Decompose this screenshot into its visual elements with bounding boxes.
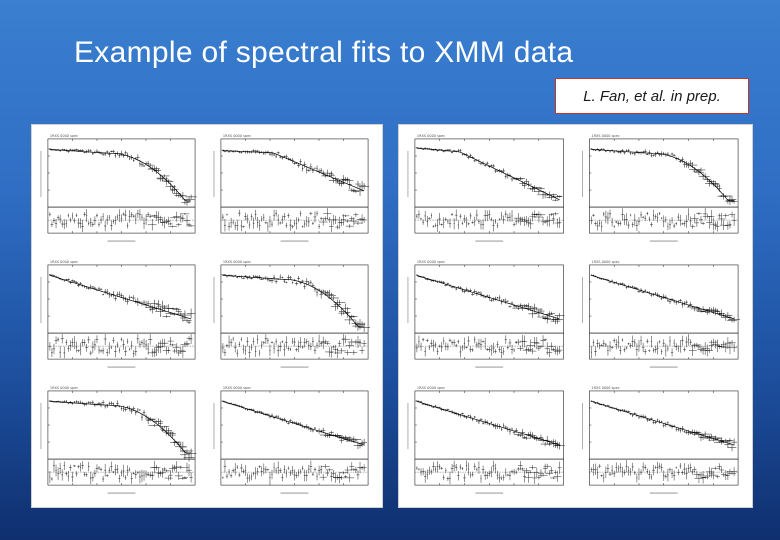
panel-label: 1RXS 0000 spec — [50, 386, 78, 390]
spectrum-frame — [220, 138, 369, 208]
spectrum-frame — [47, 264, 196, 334]
panel-label: 1RXS 0000 spec — [223, 260, 251, 264]
spectrum-panel: 1RXS 0000 spec — [582, 134, 739, 242]
panel-label: 1RXS 0000 spec — [591, 386, 619, 390]
spectrum-frame — [47, 138, 196, 208]
panel-label: 1RXS 0000 spec — [50, 134, 78, 138]
panel-label: 1RXS 0000 spec — [50, 260, 78, 264]
panel-label: 1RXS 0000 spec — [417, 386, 445, 390]
residual-frame — [414, 332, 564, 360]
left-spectra-figure: 1RXS 0000 spec 1RXS 0000 spec 1RXS 0000 sp… — [31, 124, 383, 508]
citation-box: L. Fan, et al. in prep. — [555, 78, 749, 114]
panel-label: 1RXS 0000 spec — [223, 134, 251, 138]
right-spectra-grid: 1RXS 0000 spec 1RXS 0000 spec 1RXS 0000 sp… — [407, 134, 741, 494]
panel-label: 1RXS 0000 spec — [591, 260, 619, 264]
right-spectra-figure: 1RXS 0000 spec 1RXS 0000 spec 1RXS 0000 sp… — [398, 124, 753, 508]
spectrum-panel: 1RXS 0000 spec — [213, 134, 370, 242]
spectrum-panel: 1RXS 0000 spec — [582, 386, 739, 494]
slide-title: Example of spectral fits to XMM data — [74, 36, 574, 69]
spectrum-panel: 1RXS 0000 spec — [213, 260, 371, 368]
spectrum-frame — [589, 138, 739, 208]
spectrum-panel: 1RXS 0000 spec — [582, 260, 741, 368]
spectrum-frame — [220, 390, 369, 460]
panel-label: 1RXS 0000 spec — [417, 134, 445, 138]
spectrum-panel: 1RXS 0000 spec — [40, 386, 197, 494]
spectrum-panel: 1RXS 0000 spec — [40, 134, 197, 242]
spectrum-frame — [47, 390, 196, 460]
spectrum-panel: 1RXS 0000 spec — [407, 386, 565, 494]
left-spectra-grid: 1RXS 0000 spec 1RXS 0000 spec 1RXS 0000 sp… — [40, 134, 371, 494]
panel-label: 1RXS 0000 spec — [417, 260, 445, 264]
panel-label: 1RXS 0000 spec — [223, 386, 251, 390]
spectrum-panel: 1RXS 0000 spec — [40, 260, 196, 368]
spectrum-frame — [589, 264, 739, 334]
citation-text: L. Fan, et al. in prep. — [583, 87, 721, 105]
spectrum-panel: 1RXS 0000 spec — [407, 134, 564, 242]
spectrum-frame — [220, 264, 369, 334]
spectrum-panel: 1RXS 0000 spec — [213, 386, 369, 494]
spectrum-frame — [414, 138, 564, 208]
spectrum-panel: 1RXS 0000 spec — [407, 260, 565, 368]
panel-label: 1RXS 0000 spec — [591, 134, 619, 138]
